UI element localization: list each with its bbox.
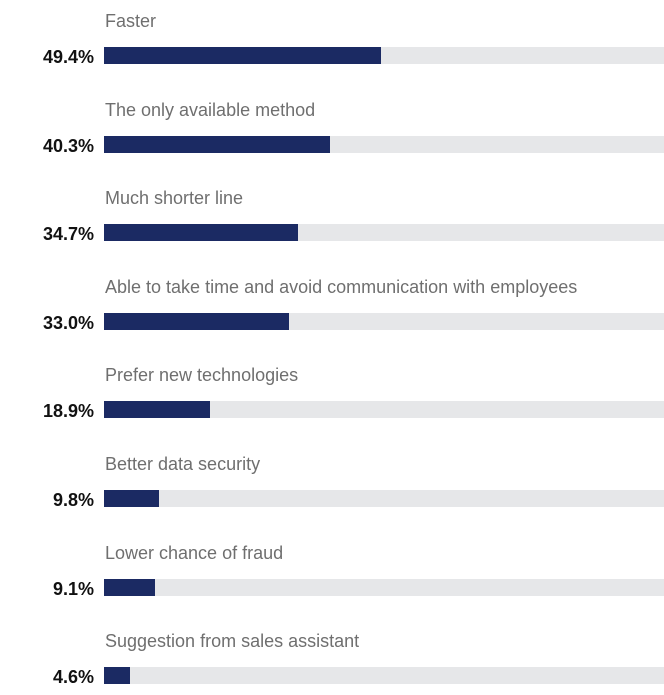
bar-track	[104, 490, 664, 507]
bar-track	[104, 401, 664, 419]
value-label: 33.0%	[42, 312, 94, 333]
value-label: 9.1%	[52, 578, 94, 599]
value-label: 40.3%	[42, 135, 94, 156]
category-label: Prefer new technologies	[105, 365, 299, 386]
bar	[104, 667, 130, 685]
value-label: 34.7%	[42, 224, 94, 245]
bar	[104, 224, 299, 242]
category-label: Better data security	[105, 454, 261, 474]
value-label: 9.8%	[52, 490, 94, 510]
bar-row: Suggestion from sales assistant 4.6%	[0, 630, 664, 690]
bar	[104, 578, 155, 596]
value-label: 18.9%	[42, 401, 94, 422]
value-label: 49.4%	[42, 47, 94, 67]
bar	[104, 135, 330, 153]
bar-track	[104, 47, 664, 64]
bar	[104, 490, 159, 507]
bar-track	[104, 667, 664, 685]
bar-track	[104, 578, 664, 596]
bar-row: The only available method 40.3%	[0, 99, 664, 159]
category-label: Lower chance of fraud	[105, 542, 284, 563]
category-label: Much shorter line	[105, 188, 244, 209]
bar-track	[104, 312, 664, 330]
bar-row: Lower chance of fraud 9.1%	[0, 542, 664, 602]
bar-row: Faster 49.4%	[0, 10, 664, 70]
bar	[104, 401, 210, 419]
category-label: Suggestion from sales assistant	[105, 631, 360, 652]
bar-track	[104, 224, 664, 242]
bar	[104, 47, 381, 64]
bar-row: Able to take time and avoid communicatio…	[0, 276, 664, 336]
bar-track	[104, 135, 664, 153]
bar-row: Prefer new technologies 18.9%	[0, 364, 664, 424]
category-label: Faster	[105, 11, 157, 31]
bar-row: Better data security 9.8%	[0, 453, 664, 513]
bar	[104, 312, 289, 330]
value-label: 4.6%	[52, 667, 94, 688]
bar-row: Much shorter line 34.7%	[0, 187, 664, 247]
category-label: The only available method	[105, 99, 316, 120]
category-label: Able to take time and avoid communicatio…	[105, 276, 578, 297]
